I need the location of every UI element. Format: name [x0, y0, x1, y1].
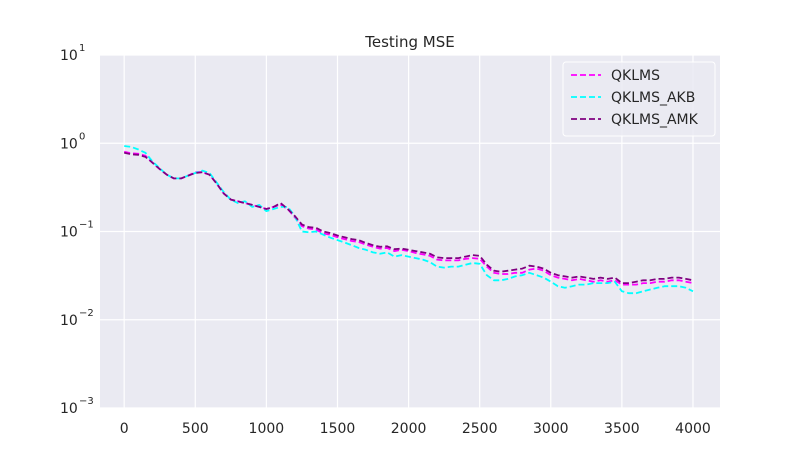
- x-tick-label: 1000: [249, 421, 285, 437]
- legend-entry: QKLMS_AKB: [611, 90, 695, 106]
- y-tick-label: 10: [60, 136, 78, 152]
- y-tick-exponent: −2: [79, 308, 94, 319]
- y-tick-exponent: −1: [79, 220, 94, 231]
- x-tick-label: 1500: [320, 421, 356, 437]
- series-line-qklms-amk: [124, 151, 694, 285]
- y-tick-label: 10: [60, 225, 78, 241]
- x-tick-label: 0: [120, 421, 129, 437]
- y-tick-label: 10: [60, 48, 78, 64]
- series-line-qklms-akb: [124, 145, 694, 295]
- legend-entry: QKLMS: [611, 68, 660, 84]
- chart-title: Testing MSE: [364, 33, 454, 51]
- x-tick-label: 2000: [391, 421, 427, 437]
- series-lines: [124, 145, 694, 295]
- legend: QKLMS QKLMS_AKB QKLMS_AMK: [562, 61, 716, 137]
- x-axis: 0 500 1000 1500 2000 2500 3000 3500 4000: [120, 421, 711, 437]
- x-tick-label: 4000: [675, 421, 711, 437]
- y-tick-exponent: 0: [79, 131, 85, 142]
- x-tick-label: 3000: [533, 421, 569, 437]
- y-tick-exponent: 1: [79, 43, 85, 54]
- y-tick-label: 10: [60, 313, 78, 329]
- legend-box: [562, 61, 716, 137]
- x-tick-label: 500: [182, 421, 209, 437]
- x-tick-label: 3500: [604, 421, 640, 437]
- legend-entry: QKLMS_AMK: [611, 112, 699, 128]
- y-tick-label: 10: [60, 401, 78, 417]
- y-tick-exponent: −3: [79, 396, 94, 407]
- x-tick-label: 2500: [462, 421, 498, 437]
